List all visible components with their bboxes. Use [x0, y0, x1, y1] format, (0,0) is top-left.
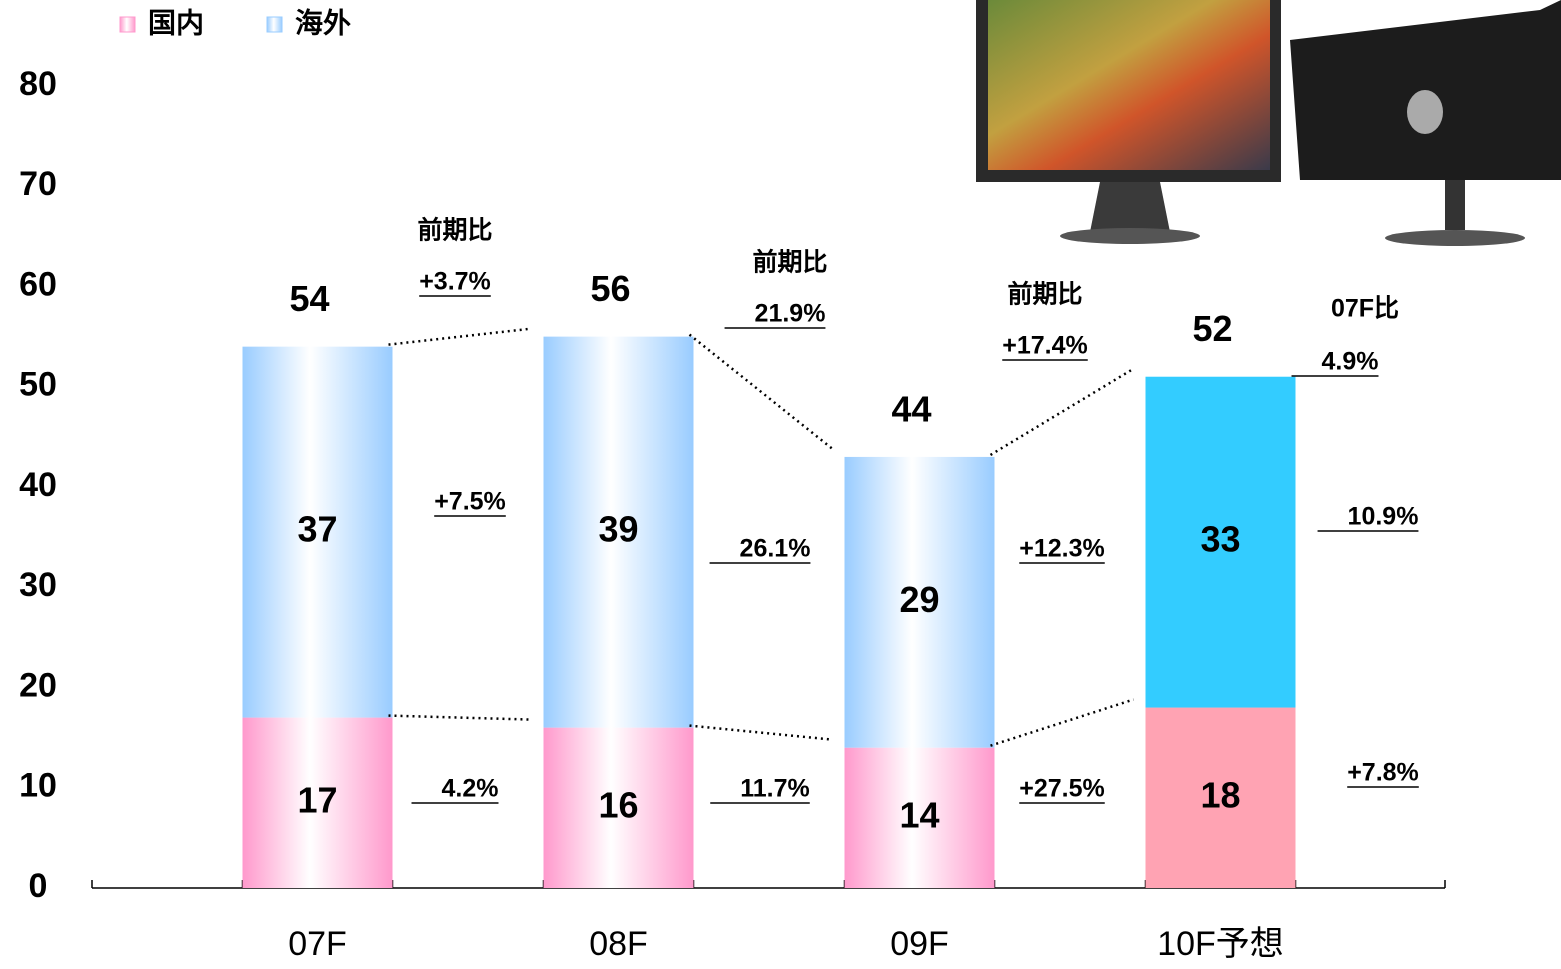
calibrator: [1407, 90, 1443, 134]
segment-label: 33: [1200, 519, 1240, 560]
page: {"chart_data": { "type": "stacked_bar", …: [0, 0, 1561, 969]
change-label: +27.5%: [1019, 775, 1105, 803]
change-label: +7.5%: [434, 488, 506, 516]
x-tick-label: 10F予想: [1157, 925, 1284, 963]
change-heading: 前期比: [417, 216, 492, 245]
connector: [991, 369, 1134, 455]
change-label: 10.9%: [1348, 503, 1419, 531]
connector: [690, 335, 833, 449]
change-label: 26.1%: [740, 535, 811, 563]
y-tick-label: 30: [19, 566, 57, 604]
segment-label: 37: [297, 509, 337, 550]
connector: [389, 716, 532, 720]
change-label: 11.7%: [740, 775, 810, 803]
hooded-monitor: [1290, 0, 1561, 180]
y-tick-label: 10: [19, 767, 57, 805]
monitor-stand: [1090, 182, 1170, 232]
monitor-stand-2: [1445, 180, 1465, 230]
total-label: 54: [289, 278, 329, 319]
y-tick-label: 80: [19, 65, 57, 103]
x-tick-label: 08F: [589, 925, 648, 963]
segment-label: 14: [899, 794, 939, 835]
total-label: 56: [590, 268, 630, 309]
product-photos: [976, 0, 1561, 246]
change-heading: 前期比: [1007, 280, 1082, 309]
y-tick-label: 60: [19, 265, 57, 303]
legend-swatch: [120, 17, 135, 32]
y-tick-label: 20: [19, 666, 57, 704]
change-label: +7.8%: [1347, 759, 1419, 787]
x-tick-label: 09F: [890, 925, 949, 963]
change-label: +17.4%: [1002, 332, 1088, 360]
connector: [389, 329, 532, 345]
segment-label: 39: [598, 509, 638, 550]
change-heading: 07F比: [1331, 295, 1399, 323]
total-label: 52: [1192, 308, 1232, 349]
y-tick-label: 70: [19, 165, 57, 203]
y-tick-label: 0: [29, 867, 48, 905]
segment-label: 16: [598, 784, 638, 825]
change-label: 4.9%: [1322, 348, 1379, 376]
change-label: 4.2%: [442, 775, 499, 803]
monitor-base: [1060, 228, 1200, 244]
change-heading: 前期比: [752, 248, 827, 277]
y-tick-label: 50: [19, 366, 57, 404]
change-label: +3.7%: [419, 268, 491, 296]
segment-label: 17: [297, 779, 337, 820]
change-label: 21.9%: [755, 300, 826, 328]
legend-label: 海外: [295, 7, 351, 38]
y-tick-label: 40: [19, 466, 57, 504]
segment-label: 18: [1200, 774, 1240, 815]
change-label: +12.3%: [1019, 535, 1105, 563]
segment-label: 29: [899, 579, 939, 620]
monitor-screen: [988, 0, 1270, 170]
chart: 0 10 20 30 40 50 60 70 80 17 37 54 07F 16 39 56 08F 14 29 4…: [0, 0, 1561, 969]
legend-label: 国内: [148, 7, 204, 38]
total-label: 44: [891, 388, 931, 429]
legend-swatch: [267, 17, 282, 32]
x-tick-label: 07F: [288, 925, 347, 963]
connector: [991, 700, 1134, 746]
connector: [690, 726, 833, 740]
monitor-base-2: [1385, 230, 1525, 246]
